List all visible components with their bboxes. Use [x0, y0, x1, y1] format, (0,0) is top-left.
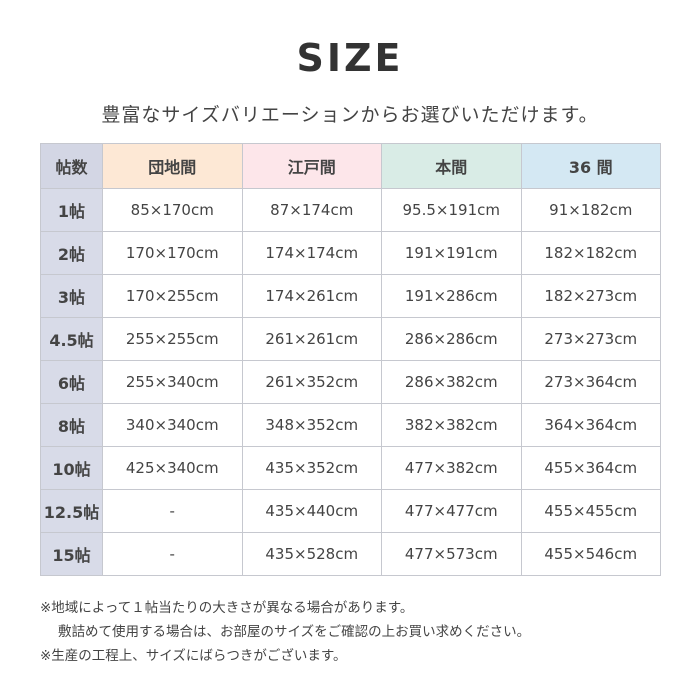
table-cell: 382×382cm	[381, 403, 522, 447]
row-label: 8帖	[40, 403, 103, 447]
table-cell: 286×286cm	[381, 317, 522, 361]
table-row: 8帖 340×340cm 348×352cm 382×382cm 364×364cm	[40, 403, 661, 447]
table-row: 4.5帖 255×255cm 261×261cm 286×286cm 273×273cm	[40, 317, 661, 361]
table-cell: 174×261cm	[241, 274, 382, 318]
table-cell: 174×174cm	[241, 231, 382, 275]
table-cell: 435×440cm	[241, 489, 382, 533]
table-cell: 477×382cm	[381, 446, 522, 490]
table-row: 6帖 255×340cm 261×352cm 286×382cm 273×364cm	[40, 360, 661, 404]
table-cell: 273×364cm	[520, 360, 661, 404]
table-cell: 477×477cm	[381, 489, 522, 533]
table-cell: 170×255cm	[102, 274, 243, 318]
table-row: 3帖 170×255cm 174×261cm 191×286cm 182×273cm	[40, 274, 661, 318]
table-cell: 340×340cm	[102, 403, 243, 447]
table-cell: 255×255cm	[102, 317, 243, 361]
table-cell: 435×528cm	[241, 532, 382, 576]
note: ※生産の工程上、サイズにばらつきがございます。	[40, 648, 347, 664]
row-label: 1帖	[40, 188, 103, 232]
table-row: 10帖 425×340cm 435×352cm 477×382cm 455×364cm	[40, 446, 661, 490]
header-danchima: 団地間	[102, 143, 243, 189]
table-cell: 191×191cm	[381, 231, 522, 275]
row-label: 4.5帖	[40, 317, 103, 361]
table-cell: 170×170cm	[102, 231, 243, 275]
header-tatami-count: 帖数	[40, 143, 103, 189]
row-label: 15帖	[40, 532, 103, 576]
header-36ma: 36 間	[520, 143, 661, 189]
table-cell: 87×174cm	[241, 188, 382, 232]
note: ※地域によって１帖当たりの大きさが異なる場合があります。	[40, 600, 414, 616]
table-cell: 191×286cm	[381, 274, 522, 318]
table-row: 1帖 85×170cm 87×174cm 95.5×191cm 91×182cm	[40, 188, 661, 232]
table-cell: 348×352cm	[241, 403, 382, 447]
table-header-row: 帖数 団地間 江戸間 本間 36 間	[40, 143, 661, 189]
table-cell: 273×273cm	[520, 317, 661, 361]
table-row: 12.5帖 -435×440cm 477×477cm 455×455cm	[40, 489, 661, 533]
page-title: SIZE	[296, 36, 404, 80]
table-cell: 182×182cm	[520, 231, 661, 275]
row-label: 3帖	[40, 274, 103, 318]
table-cell: 435×352cm	[241, 446, 382, 490]
page-subtitle: 豊富なサイズバリエーションからお選びいただけます。	[101, 104, 599, 126]
table-cell: 255×340cm	[102, 360, 243, 404]
table-cell: 261×261cm	[241, 317, 382, 361]
table-cell: 364×364cm	[520, 403, 661, 447]
table-cell: 455×546cm	[520, 532, 661, 576]
table-cell: -	[102, 489, 243, 533]
table-cell: 91×182cm	[520, 188, 661, 232]
row-label: 6帖	[40, 360, 103, 404]
table-cell: 455×455cm	[520, 489, 661, 533]
table-cell: 425×340cm	[102, 446, 243, 490]
row-label: 12.5帖	[40, 489, 103, 533]
table-cell: 261×352cm	[241, 360, 382, 404]
table-cell: -	[102, 532, 243, 576]
table-cell: 182×273cm	[520, 274, 661, 318]
header-edoma: 江戸間	[241, 143, 382, 189]
row-label: 2帖	[40, 231, 103, 275]
size-table: 帖数 団地間 江戸間 本間 36 間 1帖 85×170cm 87×174cm 95.…	[40, 143, 661, 576]
notes: ※地域によって１帖当たりの大きさが異なる場合があります。 敷詰めて使用する場合は…	[40, 596, 530, 668]
table-cell: 286×382cm	[381, 360, 522, 404]
table-row: 15帖 -435×528cm 477×573cm 455×546cm	[40, 532, 661, 576]
table-row: 2帖 170×170cm 174×174cm 191×191cm 182×182cm	[40, 231, 661, 275]
note: 敷詰めて使用する場合は、お部屋のサイズをご確認の上お買い求めください。	[58, 624, 531, 640]
table-cell: 477×573cm	[381, 532, 522, 576]
table-cell: 455×364cm	[520, 446, 661, 490]
header-honma: 本間	[381, 143, 522, 189]
row-label: 10帖	[40, 446, 103, 490]
table-cell: 85×170cm	[102, 188, 243, 232]
table-cell: 95.5×191cm	[381, 188, 522, 232]
